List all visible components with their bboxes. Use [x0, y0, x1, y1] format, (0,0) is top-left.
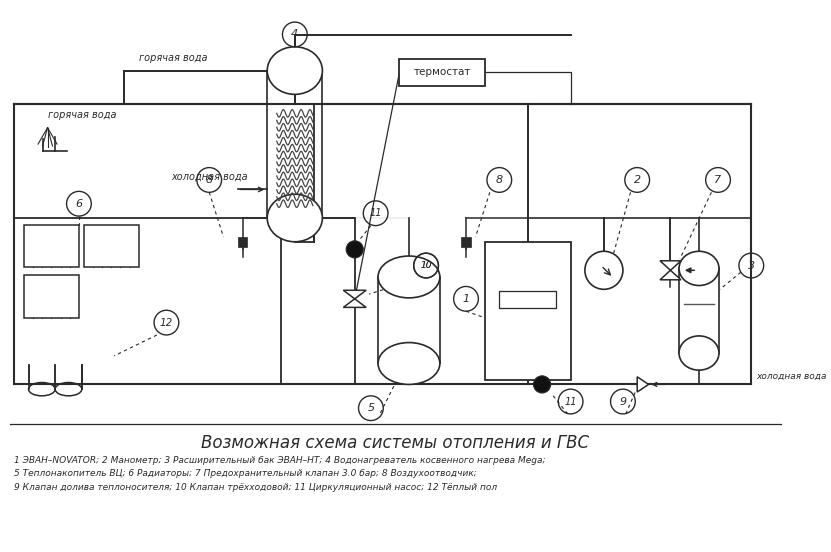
Text: 1 ЭВАН–NOVATOR; 2 Манометр; 3 Расширительный бак ЭВАН–НТ; 4 Водонагреватель косв: 1 ЭВАН–NOVATOR; 2 Манометр; 3 Расширител…	[14, 456, 546, 465]
Bar	[238, 237, 248, 247]
Text: горячая вода: горячая вода	[47, 110, 116, 120]
Bar	[268, 71, 322, 218]
Ellipse shape	[268, 47, 322, 94]
Polygon shape	[660, 270, 681, 280]
Bar	[84, 225, 139, 267]
Text: Возможная схема системы отопления и ГВС: Возможная схема системы отопления и ГВС	[200, 434, 588, 453]
Text: 10: 10	[420, 261, 432, 270]
Text: 9: 9	[619, 396, 627, 406]
Text: 12: 12	[160, 317, 173, 327]
Text: 4: 4	[291, 29, 298, 39]
Bar	[485, 242, 571, 380]
Text: 7: 7	[715, 175, 721, 185]
Polygon shape	[343, 299, 366, 307]
Polygon shape	[637, 377, 649, 392]
Text: 5: 5	[367, 403, 375, 413]
Bar	[24, 225, 79, 267]
Text: холодная вода: холодная вода	[756, 372, 827, 381]
Circle shape	[347, 241, 363, 258]
Text: 6: 6	[76, 199, 82, 209]
Bar	[24, 275, 79, 318]
Text: 2: 2	[633, 175, 641, 185]
Bar	[378, 277, 440, 364]
Ellipse shape	[268, 194, 322, 242]
Text: 11: 11	[370, 208, 382, 218]
Text: 10: 10	[420, 261, 432, 270]
Ellipse shape	[679, 251, 719, 285]
Text: 8: 8	[496, 175, 503, 185]
Text: 11: 11	[564, 396, 577, 406]
Bar	[400, 59, 485, 86]
Ellipse shape	[378, 256, 440, 298]
Text: 8: 8	[205, 175, 213, 185]
Bar	[499, 291, 556, 309]
Ellipse shape	[679, 336, 719, 370]
Text: горячая вода: горячая вода	[139, 53, 208, 63]
Polygon shape	[660, 261, 681, 270]
Bar	[461, 237, 470, 247]
Circle shape	[534, 376, 551, 393]
Text: 9 Клапан долива теплоносителя; 10 Клапан трёхходовой; 11 Циркуляционный насос; 1: 9 Клапан долива теплоносителя; 10 Клапан…	[14, 482, 498, 492]
Bar	[679, 268, 719, 353]
Text: 5 Теплонакопитель ВЦ; 6 Радиаторы; 7 Предохранительный клапан 3.0 бар; 8 Воздухо: 5 Теплонакопитель ВЦ; 6 Радиаторы; 7 Пре…	[14, 469, 477, 479]
Text: холодная вода: холодная вода	[171, 172, 248, 182]
Text: термостат: термостат	[414, 67, 471, 77]
Text: 3: 3	[748, 261, 755, 270]
Ellipse shape	[378, 343, 440, 384]
Polygon shape	[343, 290, 366, 299]
Text: 1: 1	[462, 294, 470, 304]
Circle shape	[585, 251, 623, 289]
